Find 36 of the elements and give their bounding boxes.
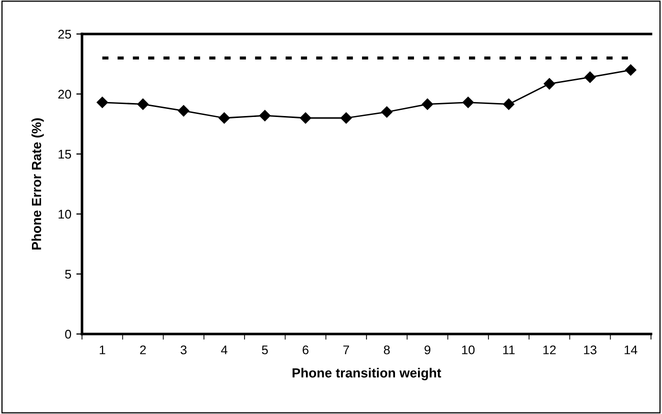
x-tick-label: 6: [302, 345, 308, 354]
y-axis-title: Phone Error Rate (%): [31, 118, 44, 250]
y-tick-label: 5: [65, 270, 72, 279]
x-tick-label: 10: [462, 345, 475, 354]
point: [503, 98, 514, 110]
x-tick-label: 1: [100, 346, 106, 354]
point: [544, 78, 555, 90]
x-tick-label: 13: [584, 345, 596, 354]
point: [259, 110, 270, 122]
point: [300, 112, 312, 124]
y-tick-label: 20: [58, 90, 72, 99]
y-tick-label: 25: [58, 30, 72, 39]
x-tick-label: 5: [262, 346, 268, 354]
x-tick-label: 8: [384, 345, 390, 354]
x-tick-label: 4: [221, 346, 228, 354]
point: [381, 106, 392, 118]
point: [462, 96, 474, 108]
point: [137, 98, 149, 110]
y-tick-label: 15: [58, 150, 72, 159]
y-tick-label: 0: [65, 330, 72, 339]
x-tick-label: 3: [180, 345, 187, 354]
point: [178, 105, 190, 116]
x-tick-label: 7: [343, 346, 350, 354]
x-tick-label: 14: [624, 346, 638, 354]
point: [96, 96, 108, 108]
x-tick-label: 9: [424, 345, 430, 354]
y-tick-label: 10: [58, 210, 72, 219]
x-tick-label: 11: [503, 346, 515, 354]
point: [422, 98, 434, 110]
point: [340, 112, 352, 124]
point: [218, 112, 230, 124]
x-axis-title: Phone transition weight: [292, 368, 442, 380]
point: [584, 72, 596, 83]
x-tick-label: 2: [140, 345, 146, 354]
point: [625, 64, 636, 76]
x-tick-label: 12: [543, 345, 556, 354]
